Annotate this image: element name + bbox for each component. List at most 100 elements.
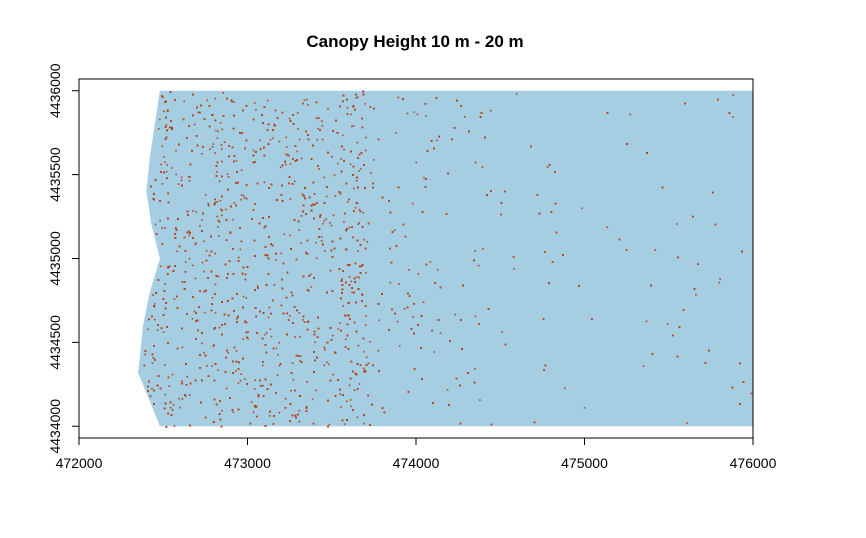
canopy-cell [314,203,316,206]
canopy-cell [221,160,223,163]
canopy-cell [174,99,176,101]
canopy-cell [480,112,483,114]
canopy-cell [341,145,343,148]
canopy-cell [361,293,363,296]
canopy-cell [364,324,367,326]
canopy-cell [340,297,342,300]
canopy-cell [245,331,248,334]
canopy-cell [176,295,178,298]
canopy-cell [180,176,183,179]
canopy-cell [448,404,450,406]
canopy-cell [739,362,741,365]
canopy-cell [564,387,566,390]
canopy-cell [226,173,229,175]
canopy-cell [213,379,216,382]
canopy-cell [220,425,223,428]
canopy-cell [356,388,359,390]
canopy-cell [210,250,213,253]
canopy-cell [262,312,265,314]
canopy-cell [294,389,296,392]
canopy-cell [357,223,360,225]
canopy-cell [164,161,166,163]
canopy-cell [354,108,356,111]
canopy-cell [162,314,165,316]
canopy-cell [262,384,264,387]
canopy-cell [168,265,171,268]
canopy-cell [300,157,303,160]
canopy-cell [240,169,243,171]
canopy-cell [314,341,316,344]
canopy-cell [424,103,427,105]
canopy-cell [358,208,361,211]
canopy-cell [489,110,492,112]
canopy-cell [291,294,294,297]
canopy-cell [313,277,315,279]
canopy-cell [256,415,258,418]
canopy-cell [345,338,347,341]
canopy-cell [307,103,309,106]
canopy-cell [298,409,301,412]
canopy-cell [219,418,222,421]
canopy-cell [276,199,278,201]
canopy-cell [263,146,265,149]
canopy-cell [189,163,192,166]
canopy-cell [164,393,167,396]
canopy-cell [183,100,185,103]
canopy-cell [191,317,194,320]
canopy-cell [349,377,352,380]
canopy-cell [227,351,229,354]
canopy-cell [329,222,331,224]
canopy-cell [486,194,488,196]
canopy-cell [350,150,352,153]
canopy-cell [318,168,320,170]
canopy-cell [183,236,186,239]
canopy-cell [231,409,234,411]
canopy-cell [184,261,187,263]
canopy-cell [201,153,203,155]
canopy-cell [265,351,268,354]
canopy-cell [363,422,365,425]
canopy-cell [341,292,343,294]
canopy-cell [154,318,156,321]
canopy-cell [362,337,365,340]
canopy-cell [372,159,375,161]
canopy-cell [278,411,281,414]
canopy-cell [264,246,267,248]
canopy-cell [346,323,349,326]
canopy-cell [216,171,218,173]
canopy-cell [175,227,177,229]
canopy-cell [147,390,149,392]
canopy-cell [424,186,427,188]
canopy-cell [181,281,183,283]
canopy-cell [235,350,238,352]
canopy-cell [235,182,237,184]
canopy-cell [290,248,292,250]
canopy-cell [165,136,168,139]
canopy-cell [315,101,318,104]
canopy-cell [161,145,164,148]
canopy-cell [253,405,256,407]
canopy-cell [357,157,359,159]
canopy-cell [284,160,286,163]
canopy-cell [354,207,357,209]
canopy-cell [245,321,248,324]
canopy-cell [259,139,261,142]
canopy-cell [169,126,171,129]
canopy-cell [212,143,215,145]
canopy-cell [449,340,451,342]
canopy-cell [343,221,345,223]
canopy-cell [340,406,342,408]
canopy-cell [446,389,449,391]
canopy-cell [238,361,240,364]
canopy-cell [346,113,349,115]
canopy-cell [606,112,609,114]
canopy-cell [397,96,400,99]
canopy-cell [264,378,267,381]
canopy-cell [206,99,208,102]
canopy-cell [358,276,360,279]
canopy-cell [159,265,162,268]
canopy-cell [144,350,147,352]
canopy-cell [214,327,216,329]
canopy-cell [750,392,753,395]
canopy-cell [334,195,337,197]
